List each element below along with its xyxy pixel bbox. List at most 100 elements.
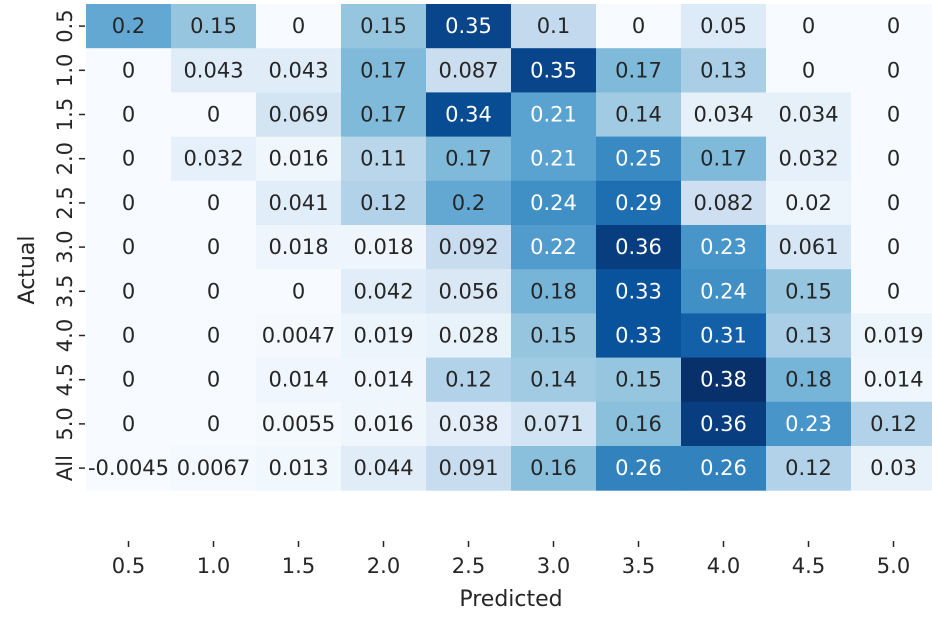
- heatmap-cell-r4-c9: [851, 180, 932, 226]
- x-tick-label-9: 5.0: [877, 554, 910, 578]
- heatmap-cell-r0-c5: [511, 4, 597, 49]
- y-tick-label-4: 2.5: [53, 186, 77, 219]
- cell-value-label-r7-c6: 0.33: [615, 324, 662, 348]
- cell-value-label-r10-c7: 0.26: [700, 456, 747, 480]
- heatmap-cell-r10-c3: [341, 446, 427, 491]
- cell-value-label-r0-c5: 0.1: [537, 14, 570, 38]
- y-tick-label-3: 2.0: [53, 142, 77, 175]
- cell-value-label-r7-c8: 0.13: [785, 324, 832, 348]
- heatmap-cell-r10-c5: [511, 446, 597, 491]
- x-axis-ticks: 0.5 1.0 1.5 2.0 2.5 3.0 3.5 4.0 4.5 5.0: [112, 541, 910, 578]
- heatmap-cell-r2-c5: [511, 92, 597, 138]
- cell-value-label-r9-c9: 0.12: [870, 412, 917, 436]
- heatmap-cell-r4-c3: [341, 180, 427, 226]
- cell-value-label-r8-c7: 0.38: [700, 368, 747, 392]
- cell-value-label-r6-c1: 0: [207, 279, 220, 303]
- heatmap-cell-r1-c7: [681, 48, 767, 93]
- heatmap-cell-r6-c3: [341, 269, 427, 314]
- heatmap-cell-r3-c5: [511, 136, 597, 182]
- heatmap-cell-r4-c0: [86, 180, 172, 226]
- heatmap-cell-r7-c4: [426, 313, 512, 359]
- x-tick-label-8: 4.5: [792, 554, 825, 578]
- heatmap-cell-r1-c0: [86, 48, 172, 93]
- heatmap-cell-r7-c7: [681, 313, 767, 359]
- cell-value-label-r1-c6: 0.17: [615, 58, 662, 82]
- heatmap-cell-r5-c1: [171, 225, 257, 270]
- cell-value-label-r3-c7: 0.17: [700, 147, 747, 171]
- x-axis-label: Predicted: [459, 587, 562, 612]
- heatmap-cell-r5-c0: [86, 225, 172, 270]
- cell-value-label-r9-c0: 0: [122, 412, 135, 436]
- heatmap-cell-r1-c3: [341, 48, 427, 93]
- cell-value-label-r3-c3: 0.11: [360, 147, 407, 171]
- heatmap-cell-r8-c6: [596, 357, 682, 403]
- heatmap-cell-r7-c1: [171, 313, 257, 359]
- heatmap-cell-r4-c7: [681, 180, 767, 226]
- cell-value-label-r4-c5: 0.24: [530, 191, 577, 215]
- x-tick-label-4: 2.5: [452, 554, 485, 578]
- heatmap-cell-r1-c9: [851, 48, 932, 93]
- heatmap-cell-r5-c2: [256, 225, 342, 270]
- heatmap-cell-r3-c2: [256, 136, 342, 182]
- heatmap-cell-r2-c8: [766, 92, 852, 138]
- y-axis-ticks: 0.5 1.0 1.5 2.0 2.5 3.0 3.5 4.0 4.5 5.0 All: [53, 9, 85, 481]
- cell-value-label-r0-c2: 0: [292, 14, 305, 38]
- cell-value-label-r0-c6: 0: [632, 14, 645, 38]
- cell-value-label-r10-c6: 0.26: [615, 456, 662, 480]
- cell-value-label-r0-c7: 0.05: [700, 14, 747, 38]
- cell-value-label-r9-c5: 0.071: [523, 412, 583, 436]
- heatmap-cell-r9-c9: [851, 401, 932, 447]
- cell-value-label-r5-c4: 0.092: [438, 235, 498, 259]
- cell-value-label-r4-c3: 0.12: [360, 191, 407, 215]
- cell-value-label-r4-c4: 0.2: [452, 191, 485, 215]
- heatmap-cell-r5-c7: [681, 225, 767, 270]
- heatmap-cell-r0-c3: [341, 4, 427, 49]
- heatmap-cell-r2-c0: [86, 92, 172, 138]
- heatmap-cell-r5-c8: [766, 225, 852, 270]
- heatmap-cell-r6-c8: [766, 269, 852, 314]
- x-tick-label-2: 1.5: [282, 554, 315, 578]
- heatmap-cell-r2-c4: [426, 92, 512, 138]
- y-tick-label-2: 1.5: [53, 98, 77, 131]
- cell-value-label-r5-c5: 0.22: [530, 235, 577, 259]
- y-tick-label-1: 1.0: [53, 54, 77, 87]
- heatmap-cell-r3-c0: [86, 136, 172, 182]
- heatmap-cell-r3-c7: [681, 136, 767, 182]
- heatmap-cell-r2-c3: [341, 92, 427, 138]
- x-tick-label-1: 1.0: [197, 554, 230, 578]
- heatmap-cell-r0-c0: [86, 4, 172, 49]
- heatmap-cell-r0-c7: [681, 4, 767, 49]
- cell-value-label-r4-c8: 0.02: [785, 191, 832, 215]
- heatmap-cell-r8-c3: [341, 357, 427, 403]
- heatmap-cell-r2-c9: [851, 92, 932, 138]
- cell-value-label-r10-c4: 0.091: [438, 456, 498, 480]
- heatmap-cell-r5-c5: [511, 225, 597, 270]
- cell-value-label-r9-c7: 0.36: [700, 412, 747, 436]
- cell-value-label-r6-c3: 0.042: [353, 279, 413, 303]
- cell-value-label-r6-c8: 0.15: [785, 279, 832, 303]
- heatmap-cell-r4-c4: [426, 180, 512, 226]
- heatmap-cell-r5-c9: [851, 225, 932, 270]
- cell-value-label-r8-c3: 0.014: [353, 368, 413, 392]
- heatmap-cell-r10-c8: [766, 446, 852, 491]
- cell-value-label-r10-c1: 0.0067: [177, 456, 250, 480]
- cell-value-label-r2-c0: 0: [122, 103, 135, 127]
- cell-value-label-r5-c6: 0.36: [615, 235, 662, 259]
- heatmap-cell-r6-c1: [171, 269, 257, 314]
- heatmap-cell-r0-c6: [596, 4, 682, 49]
- cell-value-label-r1-c8: 0: [802, 58, 815, 82]
- cell-value-label-r8-c0: 0: [122, 368, 135, 392]
- heatmap-cells: [86, 4, 932, 491]
- cell-value-label-r2-c4: 0.34: [445, 103, 492, 127]
- heatmap-cell-r0-c1: [171, 4, 257, 49]
- heatmap-cell-r8-c7: [681, 357, 767, 403]
- heatmap-cell-r9-c1: [171, 401, 257, 447]
- cell-value-label-r5-c8: 0.061: [778, 235, 838, 259]
- cell-value-label-r3-c4: 0.17: [445, 147, 492, 171]
- cell-value-label-r7-c5: 0.15: [530, 324, 577, 348]
- cell-value-label-r10-c2: 0.013: [268, 456, 328, 480]
- heatmap-cell-r1-c1: [171, 48, 257, 93]
- cell-value-label-r2-c9: 0: [887, 103, 900, 127]
- y-tick-label-9: 5.0: [53, 407, 77, 440]
